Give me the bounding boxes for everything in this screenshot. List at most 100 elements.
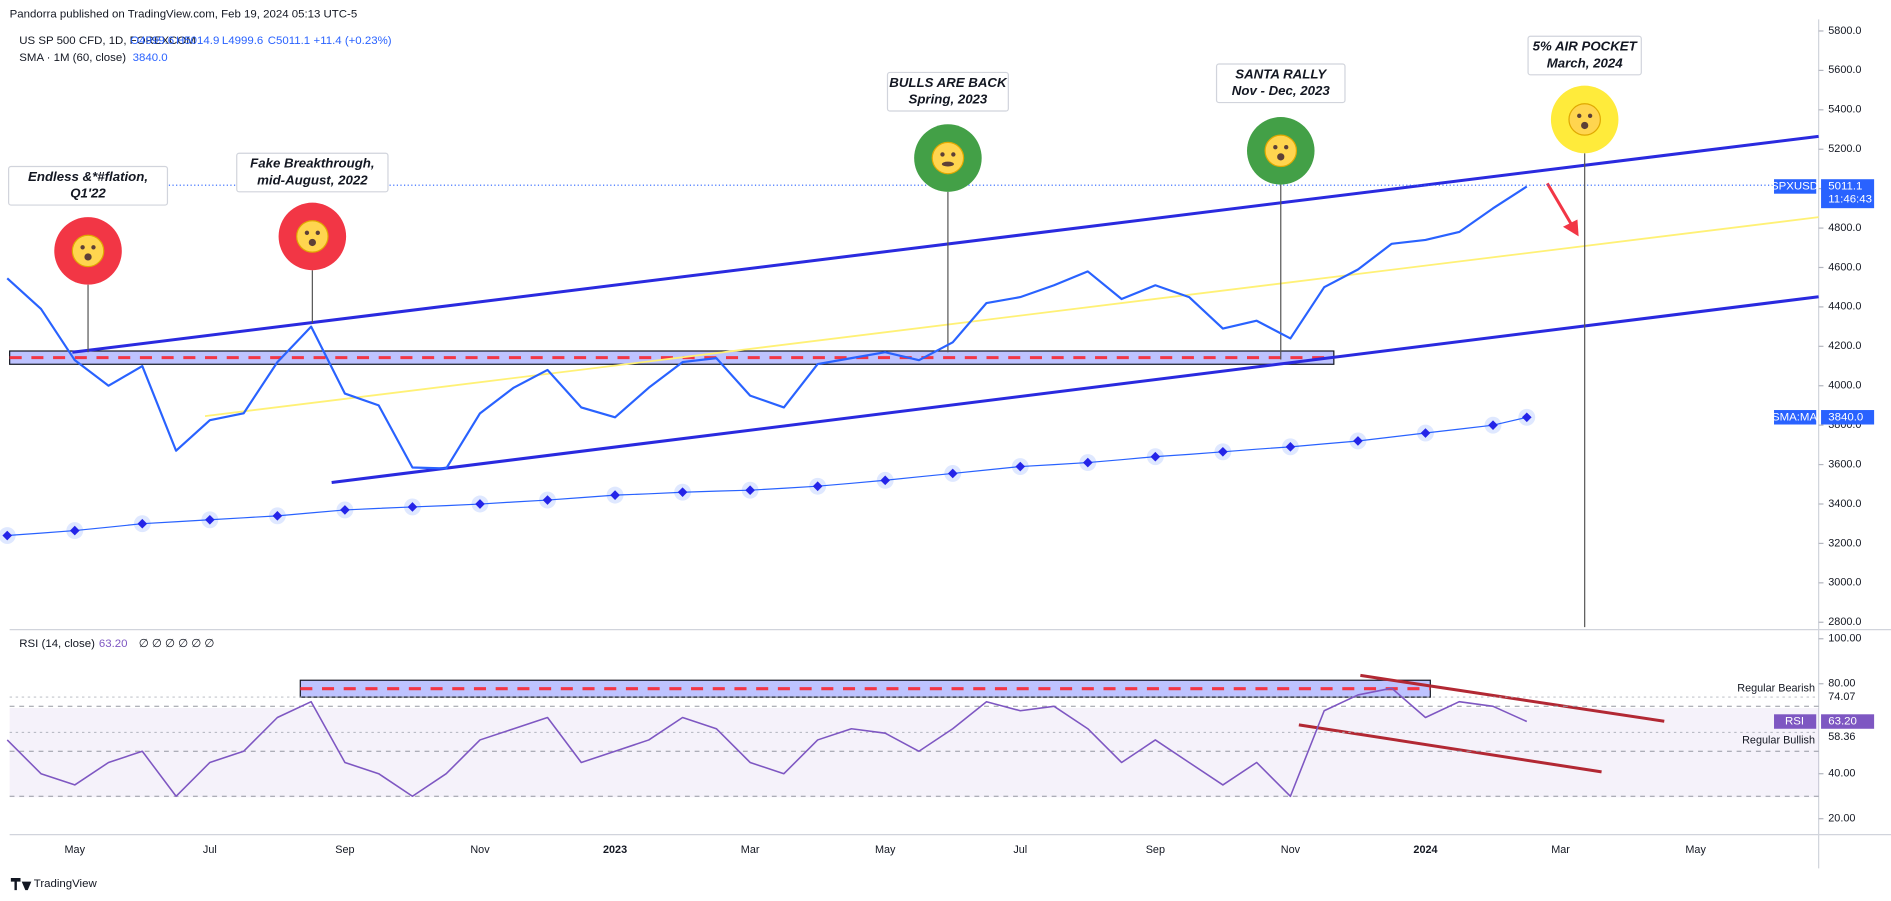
eye: [1587, 113, 1593, 119]
face: [1264, 134, 1298, 168]
eye: [1273, 145, 1278, 150]
tag-name: SMA:MA: [1772, 411, 1817, 423]
sma-point: [610, 490, 620, 500]
ohlc-value: O4999.6: [130, 35, 174, 47]
callout-text: mid-August, 2022: [257, 172, 368, 187]
tag-value-bg: [1821, 410, 1875, 425]
y-tick-label: 5200.0: [1828, 143, 1861, 155]
callout-box: [1215, 63, 1346, 104]
x-tick-label: Nov: [1281, 844, 1301, 856]
callout-text: SANTA RALLY: [1235, 66, 1327, 81]
sma-point: [475, 499, 485, 509]
tag-name-bg: [1774, 179, 1817, 194]
mouth: [941, 161, 954, 167]
ohlc-value: +11.4 (+0.23%): [314, 35, 392, 47]
mouth: [84, 253, 92, 261]
y-tick-label: 5400.0: [1828, 104, 1861, 116]
sma-legend: SMA · 1M (60, close): [19, 52, 126, 64]
eye: [304, 230, 310, 235]
x-tick-label: May: [1685, 844, 1706, 856]
x-tick-label: Sep: [335, 844, 354, 856]
rsi-title: RSI (14, close): [19, 638, 95, 650]
arrow-head: [1562, 219, 1579, 237]
tag-value: 5011.1: [1828, 180, 1862, 192]
eye: [951, 152, 956, 157]
callout-text: Q1'22: [70, 186, 106, 201]
rsi-inputs: ∅ ∅ ∅ ∅ ∅ ∅: [139, 638, 215, 650]
callout-text: March, 2024: [1547, 55, 1623, 70]
eye: [80, 245, 85, 250]
rsi-trend: [1360, 673, 1665, 723]
x-tick-label: Jul: [203, 844, 217, 856]
sma-point: [1285, 442, 1296, 452]
x-tick-label: Mar: [1551, 844, 1570, 856]
eye: [315, 230, 320, 235]
y-tick-label: 4600.0: [1828, 261, 1861, 273]
callout-text: Endless &*#flation,: [28, 169, 148, 184]
x-tick-label: May: [65, 844, 86, 856]
upper-channel: [72, 134, 1819, 354]
sma-point: [677, 487, 688, 497]
y-tick-label: 100.00: [1828, 633, 1861, 645]
level-label: 74.07: [1828, 691, 1855, 703]
x-tick-label: Nov: [470, 844, 490, 856]
tag-name-bg: [1774, 410, 1817, 425]
y-tick-label: 5800.0: [1828, 25, 1861, 37]
y-tick-label: 4800.0: [1828, 222, 1861, 234]
sma-point: [947, 468, 958, 479]
face: [1568, 103, 1601, 136]
x-tick-label: 2024: [1413, 844, 1437, 856]
y-tick-label: 4000.0: [1828, 380, 1861, 392]
callout-text: Nov - Dec, 2023: [1232, 83, 1331, 98]
sma-point: [2, 530, 13, 541]
face: [931, 141, 965, 175]
tag-name-bg: [1774, 714, 1817, 729]
y-tick-label: 3200.0: [1828, 537, 1861, 549]
rsi-legend-value: 63.20: [99, 638, 128, 650]
sma-point: [340, 505, 350, 515]
sma-point: [1082, 457, 1093, 468]
eye: [940, 152, 945, 157]
tag-timer: 11:46:43: [1828, 194, 1872, 206]
level-name: Regular Bearish: [1737, 682, 1815, 694]
tag-value-bg: [1821, 179, 1875, 209]
callout-text: BULLS ARE BACK: [889, 75, 1008, 90]
y-tick-label: 40.00: [1828, 768, 1855, 780]
y-tick-label: 3600.0: [1828, 458, 1861, 470]
sma-point: [880, 475, 891, 486]
tv-logo: [10, 878, 32, 891]
callout-box: [8, 165, 169, 206]
tag-name: RSI: [1785, 716, 1804, 728]
footer: TradingView: [34, 878, 98, 890]
callout-box: [236, 152, 389, 193]
rsi-band: [9, 707, 1819, 798]
y-tick-label: 5600.0: [1828, 64, 1861, 76]
face: [296, 220, 329, 253]
symbol-title: US SP 500 CFD, 1D, FOREXCOM: [19, 35, 195, 47]
ohlc-value: L4999.6: [222, 35, 263, 47]
sma-legend-value: 3840.0: [133, 52, 168, 64]
callout-text: 5% AIR POCKET: [1533, 39, 1639, 54]
series-line: [7, 416, 1527, 537]
mouth: [1277, 153, 1285, 161]
mouth: [308, 238, 316, 247]
series-line: [6, 185, 1528, 470]
y-tick-label: 3000.0: [1828, 577, 1861, 589]
ohlc-value: C5011.1: [268, 35, 310, 47]
sma-point: [812, 481, 823, 492]
x-tick-label: Sep: [1146, 844, 1165, 856]
y-tick-label: 20.00: [1828, 813, 1855, 825]
x-tick-label: May: [875, 844, 896, 856]
callout-box: [1527, 35, 1642, 76]
level-name: Regular Bullish: [1742, 735, 1815, 747]
sma-point: [542, 495, 553, 505]
x-tick-label: Mar: [741, 844, 760, 856]
tag-value: 3840.0: [1828, 411, 1863, 423]
x-tick-label: 2023: [603, 844, 627, 856]
sma-point: [1521, 412, 1532, 423]
sma-point: [745, 485, 755, 496]
y-tick-label: 3400.0: [1828, 498, 1861, 510]
eye: [1284, 145, 1289, 150]
sma-point: [1353, 436, 1363, 446]
